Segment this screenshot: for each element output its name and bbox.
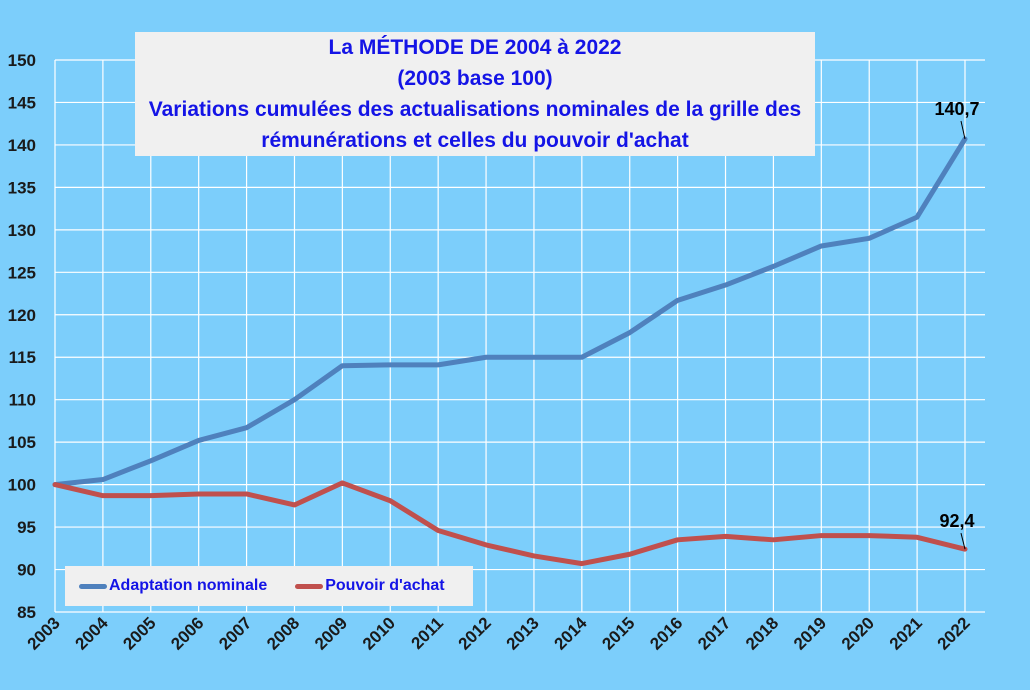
data-point <box>629 553 631 555</box>
data-point <box>102 495 104 497</box>
data-point <box>677 539 679 541</box>
x-tick-label: 2005 <box>119 613 159 653</box>
data-point <box>820 535 822 537</box>
x-tick-label: 2014 <box>550 613 591 654</box>
y-tick-label: 85 <box>17 603 36 622</box>
data-point <box>533 356 535 358</box>
data-point <box>389 364 391 366</box>
x-tick-label: 2004 <box>72 613 113 654</box>
y-tick-label: 150 <box>8 51 36 70</box>
series-line-adaptation-nominale <box>52 136 968 488</box>
data-point <box>629 332 631 334</box>
x-tick-label: 2009 <box>311 613 351 653</box>
data-point <box>868 237 870 239</box>
data-point <box>581 563 583 565</box>
data-point <box>725 535 727 537</box>
x-tick-label: 2008 <box>263 613 303 653</box>
chart-title: La MÉTHODE DE 2004 à 2022 (2003 base 100… <box>135 32 815 156</box>
series-line-pouvoir-achat <box>52 480 968 567</box>
y-tick-label: 105 <box>8 433 36 452</box>
y-tick-label: 95 <box>17 518 36 537</box>
data-point <box>437 529 439 531</box>
x-tick-label: 2010 <box>359 613 399 653</box>
y-tick-label: 90 <box>17 561 36 580</box>
data-label-leader <box>960 533 966 550</box>
data-point <box>772 265 774 267</box>
x-tick-label: 2021 <box>886 613 926 653</box>
legend: Adaptation nominale Pouvoir d'achat <box>65 566 473 606</box>
legend-item-adaptation: Adaptation nominale <box>79 577 267 595</box>
y-tick-label: 115 <box>9 348 36 367</box>
x-tick-label: 2017 <box>694 613 734 653</box>
y-tick-label: 120 <box>8 306 36 325</box>
data-point <box>533 555 535 557</box>
data-point <box>246 427 248 429</box>
x-tick-label: 2007 <box>215 613 255 653</box>
data-point <box>293 504 295 506</box>
x-tick-label: 2018 <box>742 613 782 653</box>
y-tick-label: 100 <box>8 476 36 495</box>
legend-swatch-blue <box>79 583 107 589</box>
y-tick-label: 135 <box>8 178 36 197</box>
y-tick-label: 140 <box>8 136 36 155</box>
data-point <box>725 284 727 286</box>
data-point <box>198 493 200 495</box>
data-point <box>389 500 391 502</box>
title-line-3: Variations cumulées des actualisations n… <box>148 98 802 121</box>
data-point <box>485 356 487 358</box>
data-point <box>581 356 583 358</box>
data-label-leader <box>960 120 966 140</box>
data-point <box>820 245 822 247</box>
y-tick-label: 125 <box>8 263 36 282</box>
x-tick-label: 2019 <box>790 613 830 653</box>
x-tick-label: 2006 <box>167 613 207 653</box>
y-tick-label: 110 <box>9 391 36 410</box>
data-label: 92,4 <box>939 511 974 531</box>
legend-label: Adaptation nominale <box>109 577 268 594</box>
x-tick-label: 2015 <box>598 613 638 653</box>
legend-swatch-red <box>295 583 324 589</box>
title-line-4: rémunérations et celles du pouvoir d'ach… <box>261 129 689 152</box>
x-tick-label: 2012 <box>455 613 495 653</box>
legend-item-pouvoir: Pouvoir d'achat <box>295 577 445 595</box>
title-line-2: (2003 base 100) <box>397 67 553 90</box>
x-tick-label: 2013 <box>503 613 543 653</box>
data-point <box>246 493 248 495</box>
data-point <box>677 299 679 301</box>
x-tick-label: 2011 <box>407 613 447 653</box>
data-label: 140,7 <box>934 99 979 119</box>
x-tick-label: 2020 <box>838 613 878 653</box>
data-point <box>198 439 200 441</box>
data-point <box>772 539 774 541</box>
data-point <box>437 364 439 366</box>
y-tick-label: 145 <box>8 93 36 112</box>
data-point <box>102 479 104 481</box>
data-point <box>485 544 487 546</box>
data-point <box>54 484 56 486</box>
data-point <box>916 216 918 218</box>
x-tick-label: 2022 <box>934 613 974 653</box>
y-tick-label: 130 <box>8 221 36 240</box>
data-point <box>341 482 343 484</box>
title-line-1: La MÉTHODE DE 2004 à 2022 <box>328 36 622 59</box>
data-point <box>293 399 295 401</box>
data-point <box>150 460 152 462</box>
data-point <box>916 536 918 538</box>
data-point <box>868 535 870 537</box>
x-tick-label: 2016 <box>646 613 686 653</box>
data-point <box>341 365 343 367</box>
data-point <box>150 495 152 497</box>
legend-label: Pouvoir d'achat <box>325 577 445 594</box>
